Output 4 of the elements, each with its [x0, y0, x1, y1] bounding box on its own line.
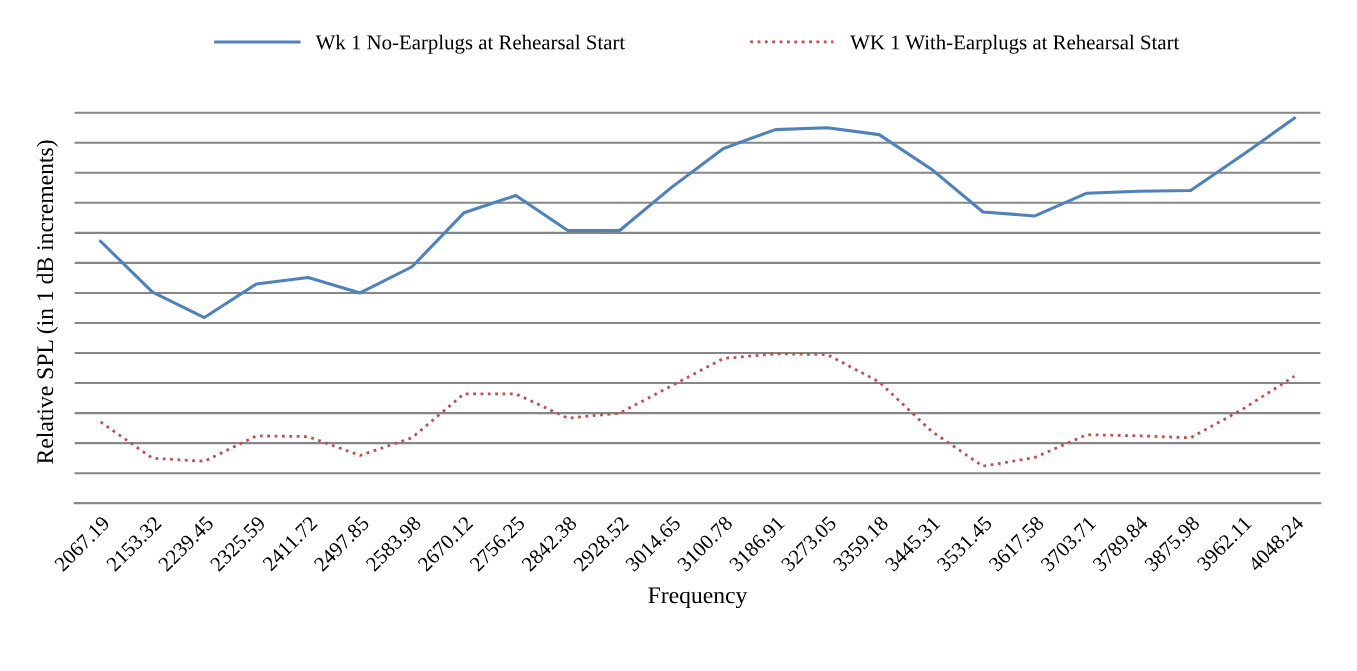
y-axis-title: Relative SPL (in 1 dB increments) [36, 140, 58, 464]
legend-label: WK 1 With-Earplugs at Rehearsal Start [850, 34, 1180, 54]
x-axis-title: Frequency [648, 587, 748, 609]
legend-label: Wk 1 No-Earplugs at Rehearsal Start [315, 34, 626, 54]
